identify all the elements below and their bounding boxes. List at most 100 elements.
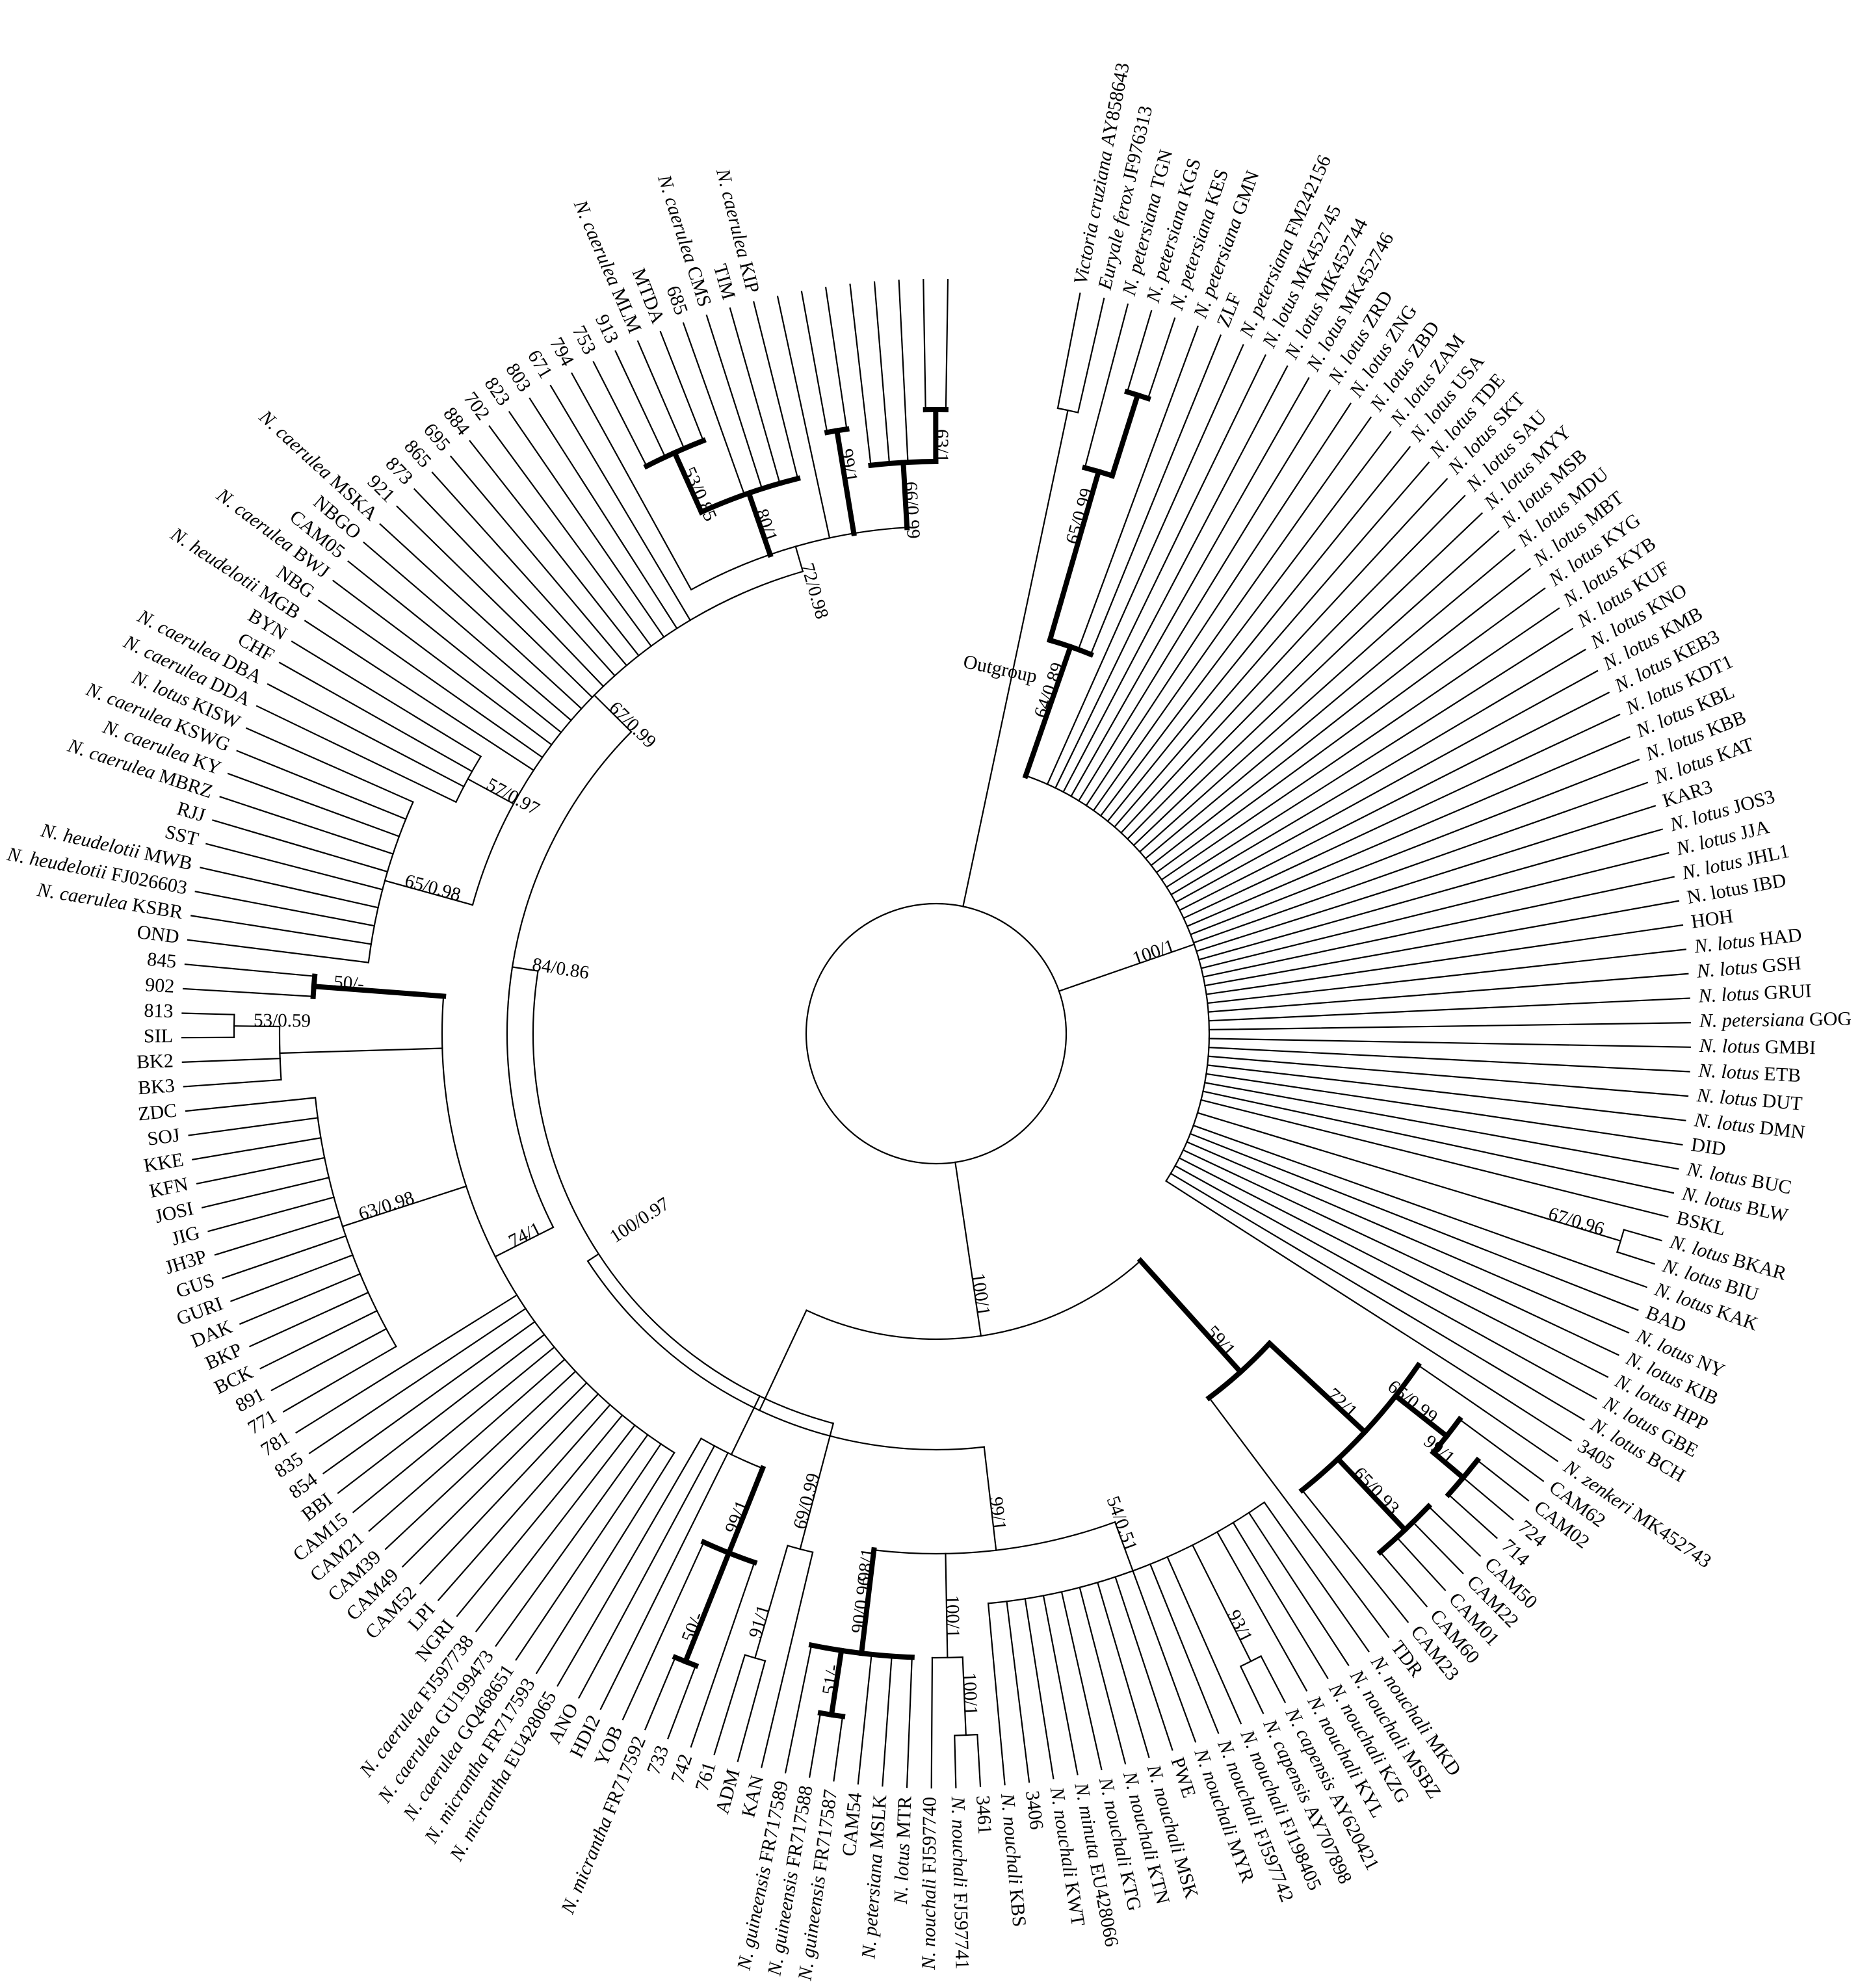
tip-branch: [515, 1443, 662, 1661]
tip-branch: [255, 705, 457, 804]
tip-branch: [1208, 997, 1690, 1022]
tip-branch: [245, 727, 414, 804]
branch-line: [954, 1161, 982, 1337]
tip-branch: [1114, 1576, 1173, 1751]
tip-branch: [753, 301, 799, 480]
branch-line: [794, 545, 804, 573]
branch-line: [1108, 391, 1141, 479]
branch-line: [900, 460, 910, 530]
branch-line: [311, 983, 447, 999]
tip-branch: [1203, 1082, 1679, 1170]
tip-branch: [270, 1328, 387, 1392]
node-arc: [310, 973, 318, 1000]
tip-branch: [1147, 317, 1176, 400]
tip-branch: [824, 287, 848, 430]
tip-branch: [230, 1254, 354, 1302]
branch-line: [1196, 1112, 1622, 1242]
tip-branch: [659, 330, 705, 442]
branch-line: [233, 1025, 281, 1028]
support-value: 90/0.96: [848, 1575, 875, 1634]
tip-branch: [1174, 670, 1599, 904]
branch-line: [962, 1656, 967, 1736]
tip-label: 761: [691, 1759, 720, 1794]
tip-branch: [431, 471, 616, 677]
support-value: 65/0.93: [1349, 1463, 1404, 1519]
branch-line: [833, 427, 857, 536]
tip-branch: [954, 1734, 957, 1788]
tip-branch: [761, 1551, 814, 1768]
tip-label: JOSI: [153, 1197, 196, 1227]
tip-label: ZDC: [137, 1099, 178, 1125]
support-value: 72/1: [1323, 1384, 1362, 1422]
branch-line: [1392, 1392, 1450, 1440]
tree-branches: [181, 279, 1691, 1789]
tip-branch: [1077, 389, 1331, 802]
support-value: 53/0.85: [679, 464, 721, 524]
tip-branch: [413, 488, 605, 688]
tip-branch: [729, 307, 781, 484]
tip-branch: [737, 1660, 766, 1762]
tip-branch: [1458, 1418, 1545, 1482]
tip-branch: [379, 523, 583, 710]
branch-line: [682, 1549, 733, 1666]
tip-branch: [1189, 1132, 1639, 1311]
tip-branch: [1623, 1229, 1662, 1242]
tip-label: JIG: [169, 1222, 202, 1249]
tip-branch: [1070, 376, 1310, 798]
support-value: 74/1: [505, 1218, 544, 1252]
tip-branch: [368, 1358, 566, 1532]
tip-branch: [187, 939, 370, 963]
tip-branch: [1207, 973, 1689, 1013]
tip-branch: [259, 1309, 378, 1370]
tip-branch: [690, 1561, 755, 1748]
support-value: 84/0.86: [531, 954, 591, 983]
support-value: 91/1: [745, 1602, 774, 1640]
tip-branch: [1077, 325, 1199, 651]
tip-branch: [622, 1541, 705, 1721]
support-value: 67/0.99: [605, 698, 660, 753]
tip-branch: [577, 1445, 716, 1699]
tip-branch: [332, 579, 553, 746]
branch-line: [758, 1309, 807, 1411]
tip-label: 813: [144, 1000, 174, 1022]
node-arc: [808, 1641, 915, 1660]
tip-branch: [183, 1079, 282, 1088]
branch-line: [983, 1446, 997, 1551]
branch-line: [593, 694, 633, 733]
tip-branch: [236, 750, 407, 820]
tip-label: BK2: [136, 1050, 174, 1073]
tip-label: DID: [1690, 1134, 1727, 1160]
tip-branch: [945, 279, 949, 411]
branch-line: [467, 778, 515, 805]
tip-branch: [833, 1715, 844, 1782]
tip-branch: [1179, 691, 1610, 911]
branch-line: [730, 1395, 761, 1456]
tip-branch: [1462, 1476, 1514, 1521]
tip-label: 742: [667, 1751, 697, 1786]
tip-branch: [776, 295, 831, 539]
branch-line: [341, 1185, 467, 1227]
support-value: 72/0.98: [796, 560, 832, 621]
tip-branch: [1165, 627, 1574, 889]
tip-label: KFN: [148, 1173, 190, 1202]
support-value: 67/0.96: [1546, 1203, 1606, 1240]
support-value: 63/0.98: [356, 1187, 417, 1225]
tip-branch: [1183, 713, 1621, 919]
tip-branch: [363, 541, 573, 722]
branch-line: [1266, 1339, 1369, 1436]
tip-branch: [923, 279, 926, 411]
tip-branch: [437, 1404, 611, 1601]
tip-branch: [1120, 478, 1448, 834]
tip-label: N. petersiana GOG: [1699, 1008, 1852, 1031]
tip-branch: [976, 1733, 982, 1788]
tip-label: SIL: [144, 1025, 173, 1047]
tip-branch: [304, 620, 535, 772]
branch-line: [799, 1422, 835, 1550]
tip-branch: [873, 281, 891, 465]
branch-line: [753, 1545, 789, 1659]
tip-label: SST: [163, 821, 200, 850]
branch-line: [725, 1465, 766, 1556]
node-arc: [698, 475, 801, 516]
node-arc: [690, 527, 908, 591]
tip-branch: [1133, 512, 1484, 846]
